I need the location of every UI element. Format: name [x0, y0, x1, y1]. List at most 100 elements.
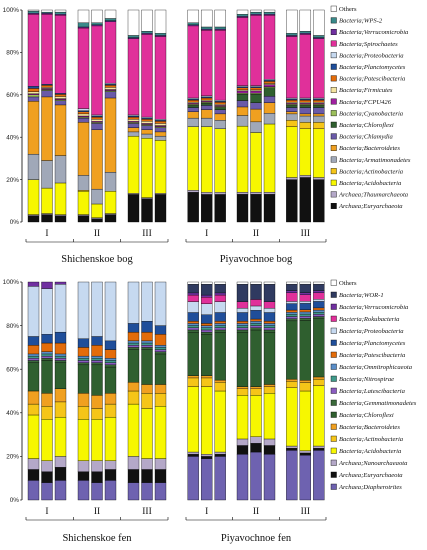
bar-segment: [27, 215, 40, 223]
bar-segment: [127, 349, 140, 383]
bar-segment: [187, 323, 199, 326]
legend-label: Others: [339, 280, 357, 287]
bar-segment: [214, 192, 226, 195]
bar-segment: [200, 325, 213, 328]
bar-segment: [77, 281, 90, 339]
legend-label: Bacteria;Gemmatimonadetes: [339, 400, 417, 407]
bar-segment: [250, 284, 262, 300]
bar-segment: [263, 113, 276, 125]
bar-segment: [214, 329, 226, 333]
bar-segment: [91, 360, 103, 363]
bar-segment: [236, 100, 249, 108]
bar-segment: [77, 117, 90, 123]
bar-segment: [286, 309, 298, 313]
bar-segment: [77, 27, 90, 109]
bar-segment: [200, 375, 213, 379]
bar-segment: [154, 36, 167, 120]
bar-segment: [313, 299, 325, 302]
bar-segment: [250, 327, 262, 331]
bar-segment: [299, 382, 312, 392]
bar-segment: [141, 458, 153, 470]
bar-segment: [236, 9, 249, 15]
bar-segment: [313, 99, 325, 103]
bar-segment: [214, 451, 226, 455]
bar: [54, 9, 67, 223]
bar-segment: [77, 108, 90, 111]
bar-segment: [214, 379, 226, 383]
legend-label: Bacteria;Bacteroidetes: [339, 145, 400, 152]
bar-segment: [236, 191, 249, 195]
y-tick-label: 60%: [6, 92, 19, 99]
bar-segment: [313, 316, 325, 319]
bar-segment: [54, 456, 67, 468]
bar-segment: [141, 384, 153, 394]
y-tick-label: 40%: [6, 410, 19, 417]
legend-swatch: [330, 133, 337, 140]
legend-swatch: [330, 40, 337, 47]
legend-swatch: [330, 423, 337, 430]
bar-segment: [200, 454, 213, 457]
legend-swatch: [330, 315, 337, 322]
bar-segment: [263, 454, 276, 501]
bar-segment: [263, 323, 276, 326]
bar-segment: [263, 438, 276, 446]
bar-segment: [187, 284, 199, 294]
bar-segment: [214, 29, 226, 101]
bar-segment: [263, 84, 276, 87]
bar-segment: [187, 126, 199, 191]
bar-segment: [27, 360, 40, 363]
legend-label: Bacteria;Actinobacteria: [339, 168, 404, 175]
bar-segment: [263, 15, 276, 80]
bar-segment: [127, 345, 140, 348]
bar-segment: [286, 33, 298, 36]
bar-segment: [214, 284, 226, 294]
bar-segment: [187, 454, 199, 457]
bar-segment: [214, 107, 226, 110]
bar-segment: [313, 385, 325, 447]
bar-segment: [286, 318, 298, 322]
group-label: III: [301, 507, 311, 517]
bar-segment: [27, 458, 40, 470]
bar-segment: [154, 135, 167, 141]
bar-segment: [54, 100, 67, 106]
bar-segment: [77, 111, 90, 115]
legend-swatch: [330, 351, 337, 358]
bar-segment: [263, 445, 276, 455]
bar-segment: [250, 321, 262, 324]
bar-segment: [214, 113, 226, 121]
bar-segment: [236, 194, 249, 223]
bar-segment: [187, 325, 199, 328]
bar-segment: [250, 318, 262, 322]
bar-segment: [187, 192, 199, 223]
bar-segment: [286, 36, 298, 99]
legend-swatch: [330, 156, 337, 163]
bar-segment: [41, 281, 53, 289]
bar-segment: [127, 127, 140, 133]
bar-segment: [27, 403, 40, 416]
legend-swatch: [330, 191, 337, 198]
bar-segment: [141, 198, 153, 223]
bar-segment: [214, 9, 226, 28]
bar-segment: [27, 179, 40, 215]
group-label: II: [94, 507, 100, 517]
bar-segment: [41, 353, 53, 357]
bar-segment: [27, 94, 40, 98]
bar: [250, 9, 262, 223]
bar-segment: [27, 86, 40, 89]
bar-segment: [154, 351, 167, 355]
bar-segment: [313, 292, 325, 300]
bar-segment: [214, 321, 226, 324]
bar-segment: [263, 321, 276, 324]
bar-segment: [313, 179, 325, 223]
bar-segment: [299, 99, 312, 103]
bar-segment: [54, 96, 67, 99]
bar-segment: [313, 283, 325, 291]
bar-segment: [263, 393, 276, 440]
bar-segment: [286, 303, 298, 311]
bar-segment: [313, 38, 325, 99]
bar-segment: [141, 408, 153, 459]
bar: [299, 281, 312, 501]
bar-segment: [200, 284, 213, 296]
bar-segment: [27, 286, 40, 337]
bar-segment: [313, 177, 325, 180]
